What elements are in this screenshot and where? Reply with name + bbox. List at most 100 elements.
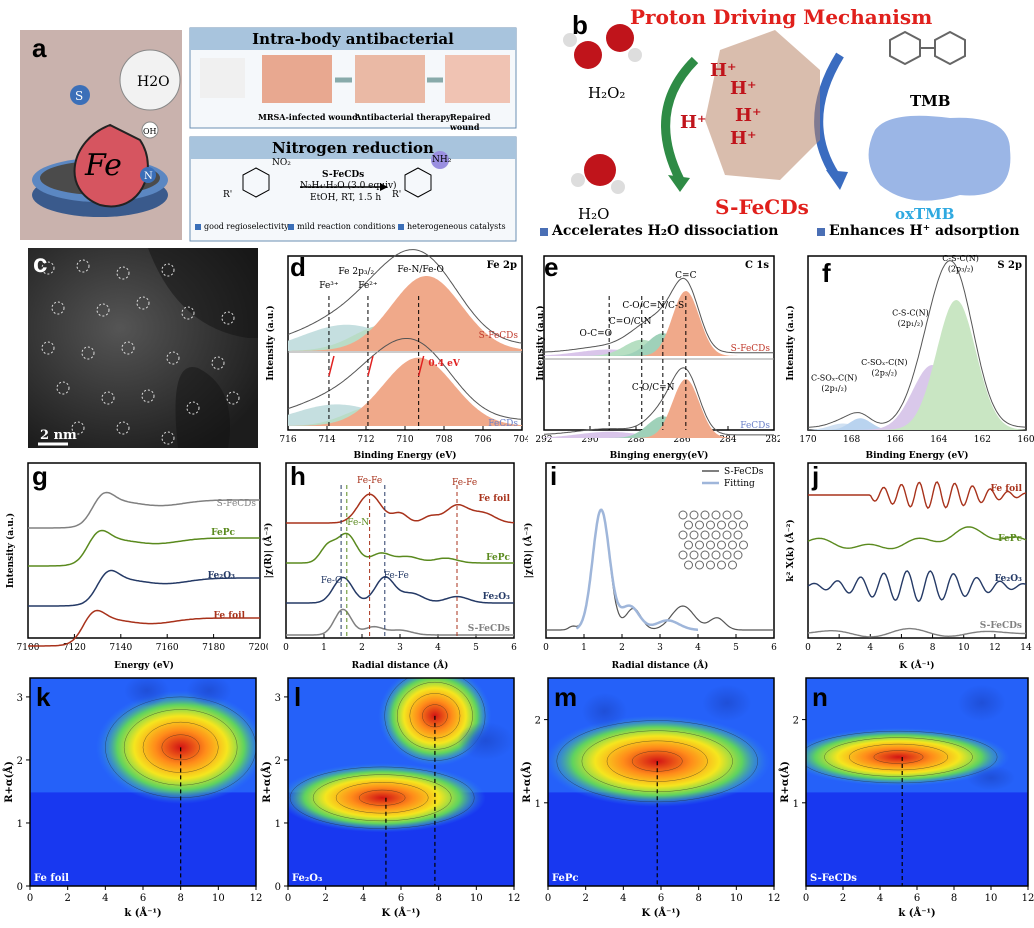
panel-k-ytick-label-1: 1: [17, 819, 23, 830]
panel-i-tick-label-3: 3: [657, 643, 663, 653]
panel-n-xtick-label-3: 6: [914, 893, 920, 904]
panel-e-tick-label-2: 288: [627, 435, 644, 445]
no2-label: NO₂: [272, 158, 291, 168]
panel-e-xlabel: Binging energy(eV): [610, 450, 709, 460]
j-curve-2: [807, 570, 1027, 603]
panel-i-xlabel: Radial distance (Å): [612, 659, 709, 670]
green-arrowhead: [668, 175, 690, 192]
graphene-ring-0-5: [733, 510, 743, 520]
panel-k-ytick-label-3: 3: [17, 693, 23, 704]
panel-k-xtick-label-5: 10: [212, 893, 225, 904]
h2o2-o1: [574, 41, 602, 69]
panel-m-plot: [548, 678, 774, 886]
f-envelope: [808, 260, 1027, 428]
panel-j-frame: [807, 462, 1027, 639]
panel-m-xlabel: K (Å⁻¹): [641, 907, 680, 919]
panel-n-xlabel: k (Å⁻¹): [898, 907, 935, 919]
tmb-label: TMB: [910, 92, 951, 110]
nanoparticle-marker-5: [96, 303, 110, 317]
h-bond-2: Fe-N: [347, 518, 369, 528]
i-inset-graphene: [678, 510, 748, 570]
e-bot-p3: [544, 416, 774, 438]
panel-h-ylabel: |χ(R)| (Å⁻³): [262, 523, 274, 579]
panel-l-contour-1-4: [289, 766, 475, 829]
panel-n-contour-0-2: [848, 743, 949, 771]
panel-j-chart: 0 2 4 6 8 10 12 14 K (Å⁻¹) k² X(k) (Å⁻²) Fe foil Fe…: [780, 455, 1034, 671]
panel-k-xtick-label-1: 2: [64, 893, 70, 904]
panel-label-a: a: [32, 33, 47, 63]
nanoparticle-marker-19: [71, 421, 85, 435]
panel-h-frame: [285, 462, 515, 639]
panel-h-tick-label-0: 0: [283, 643, 289, 653]
panel-l-plot: [288, 678, 514, 886]
graphene-ring-0-2: [700, 510, 710, 520]
panel-g-tick-label-3: 7160: [156, 643, 179, 653]
panel-j-tick-label-2: 4: [867, 643, 873, 653]
tmb-molecule: [889, 30, 966, 66]
panel-d-tick-label-6: 704: [513, 435, 528, 445]
antibacterial-step-2: Antibacterial therapy: [355, 112, 451, 122]
panel-m-xtick-label-1: 2: [582, 893, 588, 904]
graphene-ring-0-3: [711, 510, 721, 520]
panel-n-chart: 0 2 4 6 8 10 12 1 2 k (Å⁻¹) R+α(Å) S-FeCDs n: [776, 670, 1034, 924]
panel-f-tick-label-1: 168: [843, 435, 860, 445]
g-series-0: S-FeCDs: [217, 499, 257, 509]
reaction-conditions: EtOH, RT, 1.5 h: [310, 193, 382, 203]
graphene-ring-5-2: [706, 560, 715, 570]
f-peak-3: (2p₃/₂): [872, 368, 898, 377]
g-curve-0: [28, 491, 260, 529]
h2o-h2: [611, 180, 625, 194]
panel-d-tick-label-2: 712: [357, 435, 374, 445]
oh-label: OH: [143, 127, 157, 136]
benzene-right: [404, 167, 432, 198]
reactant-r: R': [223, 190, 233, 200]
f-p3: [808, 365, 1026, 430]
panel-g-tick-label-5: 7200: [249, 643, 268, 653]
h2o-h1: [571, 173, 585, 187]
d-shift-arrow-1: [367, 355, 374, 377]
graphene-ring-1-3: [717, 520, 726, 530]
d-bot-main-fill: [288, 357, 522, 426]
panel-e-tick-label-5: 282: [765, 435, 780, 445]
panel-l-ytick-label-1: 1: [275, 819, 281, 830]
panel-label-c: c: [33, 248, 48, 278]
h-bond-3: Fe-O: [321, 576, 343, 586]
j-curve-0: [808, 481, 1027, 510]
fe-drop: [73, 123, 149, 208]
graphene-ring-2-5: [733, 530, 743, 540]
panel-i-chart: 0 1 2 3 4 5 6 Radial distance (Å) |χ(R)| (Å⁻³) S-…: [518, 455, 780, 671]
panel-b-illustration: [540, 24, 1011, 236]
nanoparticle-markers: [41, 259, 240, 445]
panel-label-panel-l: l: [294, 682, 302, 712]
panel-g-tick-label-2: 7140: [109, 643, 132, 653]
panel-k-ylabel: R+α(Å): [3, 761, 15, 803]
panel-e-tick-label-4: 284: [719, 435, 736, 445]
bullet-b1-text: Accelerates H₂O dissociation: [552, 223, 779, 239]
panel-n-xtick-label-5: 10: [985, 893, 998, 904]
panel-l-xtick-label-5: 10: [470, 893, 483, 904]
panel-l-xtick-label-6: 12: [508, 893, 520, 904]
d-top-envelope: [287, 249, 523, 344]
panel-l-contour-0-1: [422, 704, 448, 728]
e-peak-4: C-O/C=N: [632, 383, 675, 393]
reaction-arrowhead: [380, 183, 388, 191]
proton-4: H⁺: [735, 105, 762, 126]
panel-j-tick-label-4: 8: [930, 643, 936, 653]
nanoparticle-marker-9: [41, 341, 55, 355]
graphene-ring-5-3: [717, 560, 726, 570]
graphene-ring-2-2: [700, 530, 710, 540]
panel-n-ytick-label-0: 1: [793, 799, 799, 810]
h-series-2: Fe₂O₃: [483, 592, 510, 602]
nanoparticle-marker-13: [211, 356, 225, 370]
panel-n-ylabel: R+α(Å): [779, 761, 791, 803]
e-top-envelope: [543, 277, 774, 354]
panel-e-chart: 292 290 288 286 284 282 Binging energy(eV) Inte…: [530, 248, 783, 461]
h-bond-4: Fe-Fe: [384, 571, 409, 581]
panel-f-xlabel: Binding Energy (eV): [865, 450, 968, 460]
panel-l-ytick-label-2: 2: [275, 756, 281, 767]
h-series-3: S-FeCDs: [468, 624, 510, 634]
nanoparticle-marker-15: [101, 391, 115, 405]
wound-image-1: [262, 55, 332, 103]
e-peak-1: C=O/C-N: [609, 317, 652, 327]
panel-d-tick-label-4: 708: [435, 435, 452, 445]
